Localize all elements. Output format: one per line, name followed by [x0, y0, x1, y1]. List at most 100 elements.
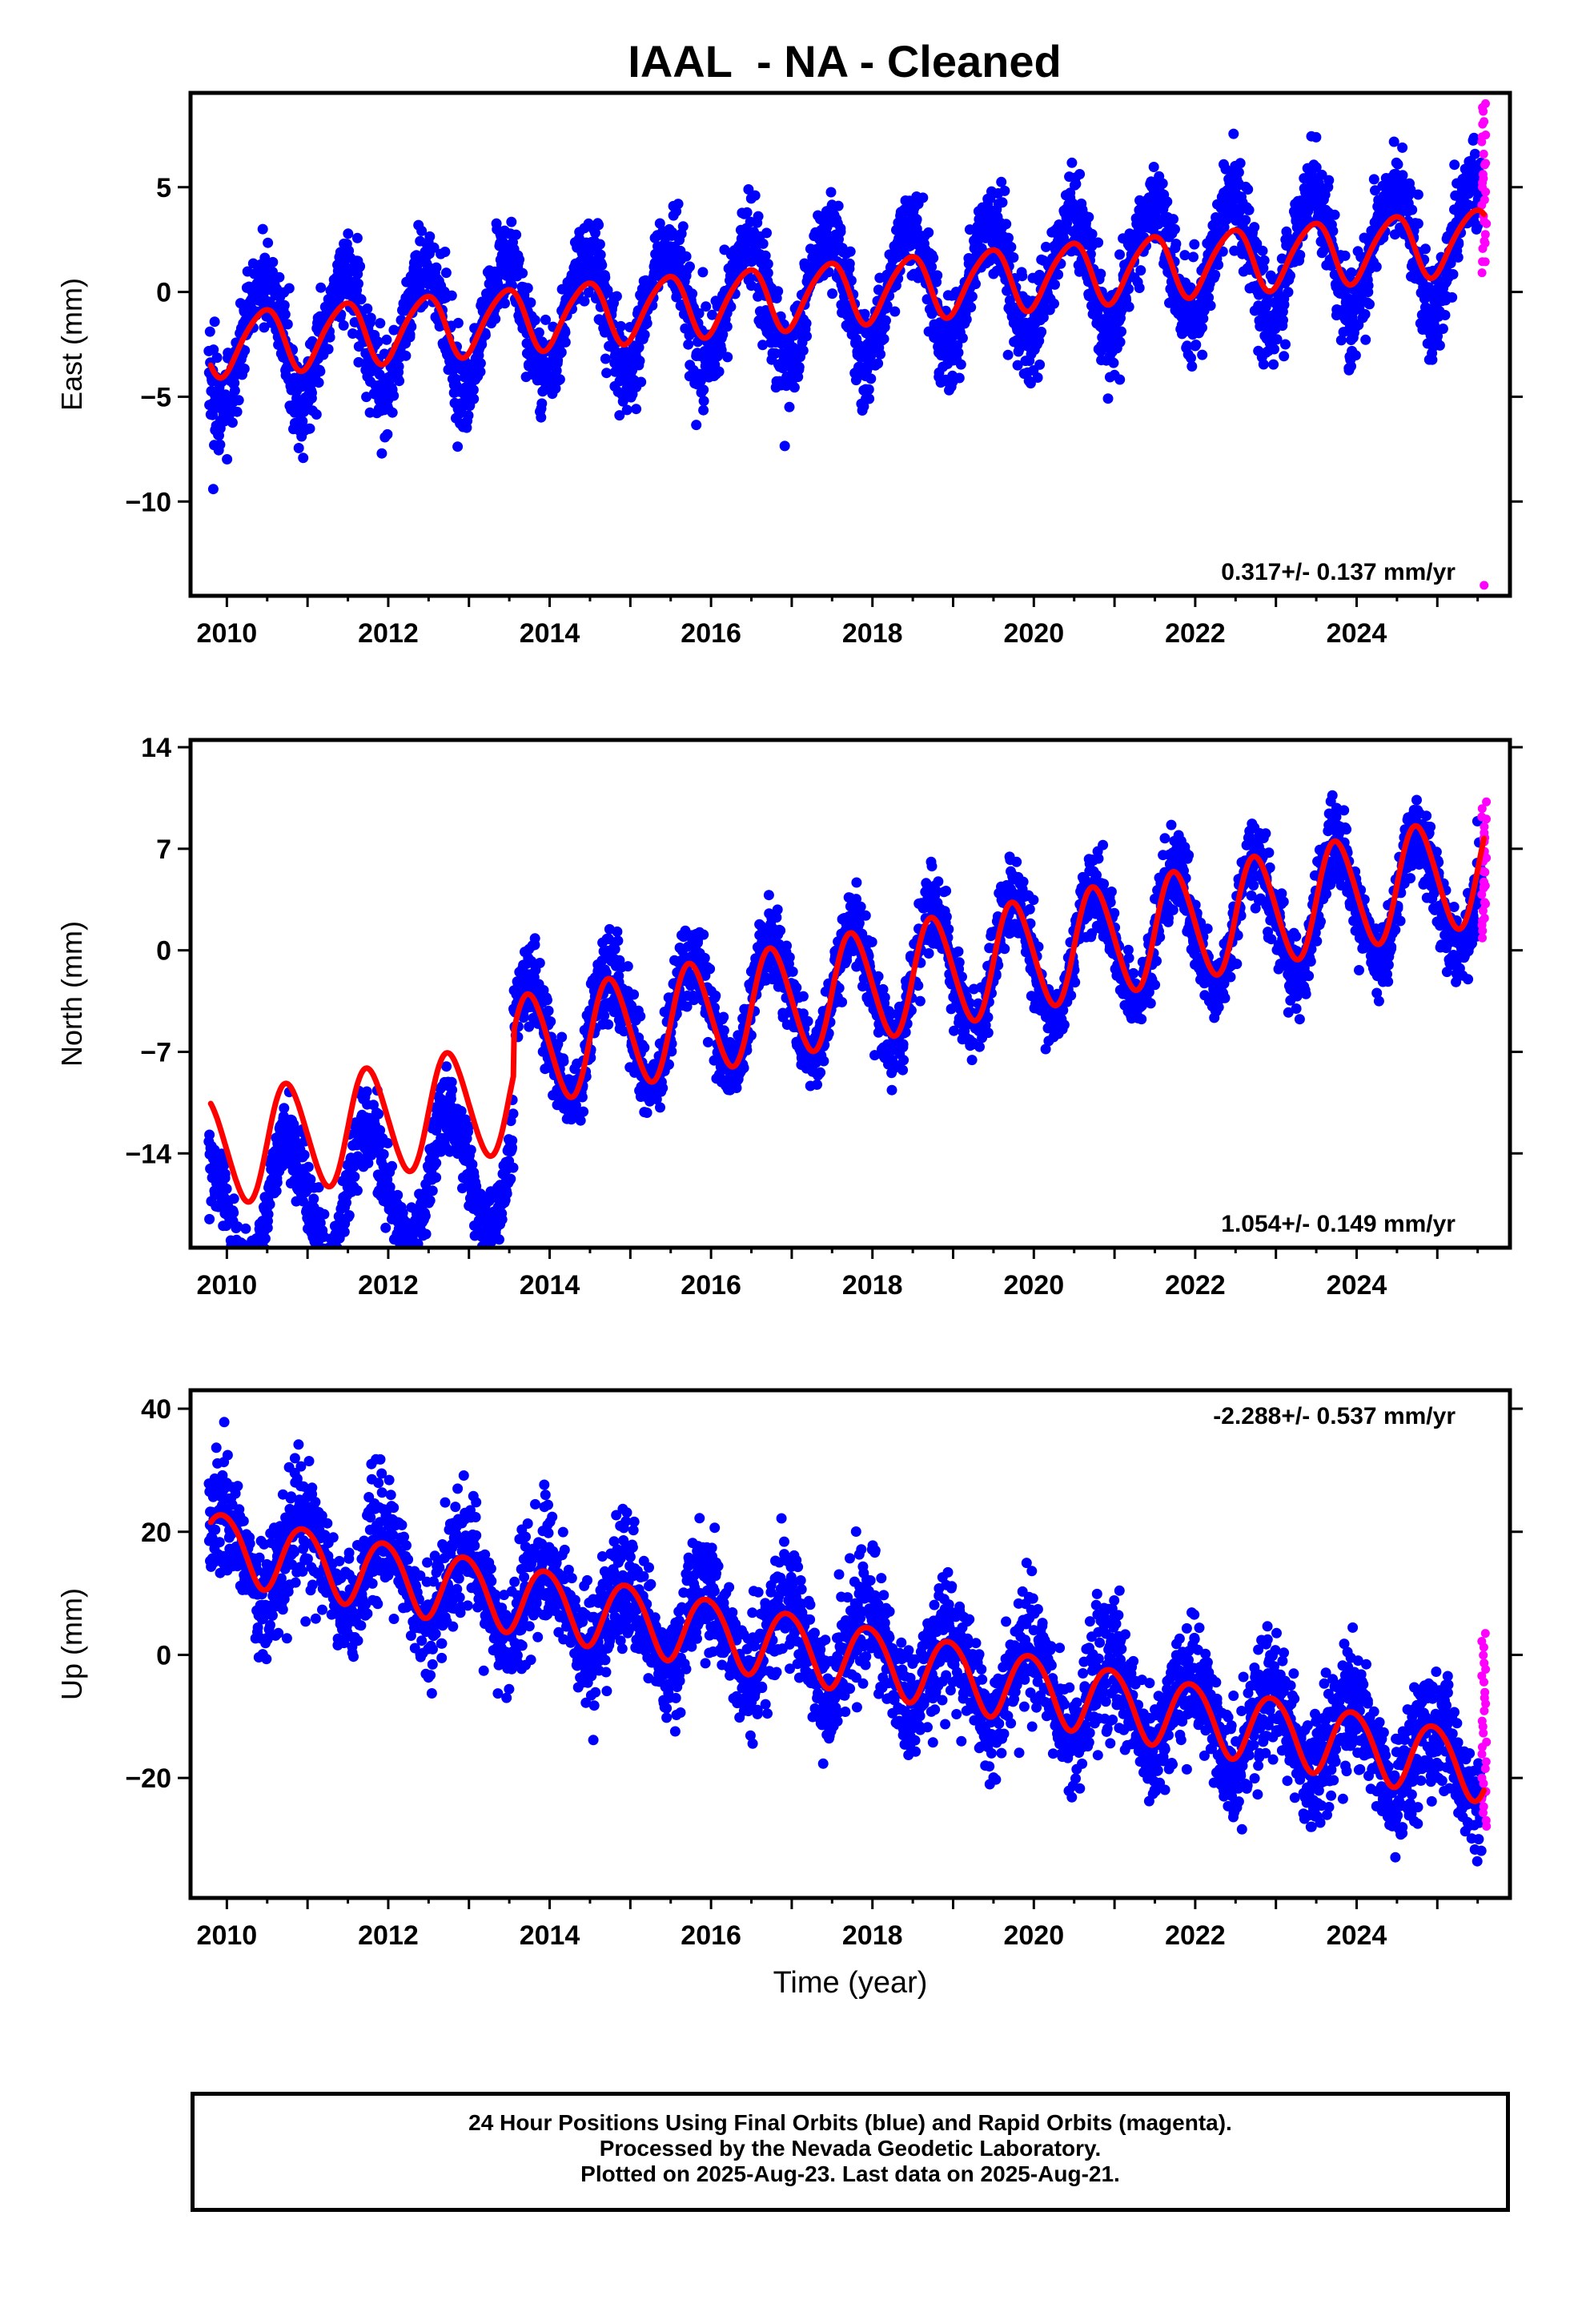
- data-point: [602, 285, 613, 296]
- data-point: [1108, 357, 1119, 368]
- data-point: [579, 296, 590, 307]
- data-point: [779, 440, 790, 452]
- plot-area: [203, 790, 1492, 1271]
- data-point: [1025, 378, 1036, 389]
- data-point: [315, 1255, 325, 1265]
- data-point: [229, 377, 240, 388]
- rapid-data-point: [1478, 103, 1488, 112]
- data-point: [560, 327, 571, 338]
- data-point: [373, 1108, 384, 1120]
- data-point: [681, 251, 692, 262]
- data-point: [1335, 335, 1347, 346]
- data-point: [1439, 310, 1451, 320]
- data-point: [698, 384, 709, 396]
- data-point: [701, 301, 712, 312]
- data-point: [525, 297, 536, 308]
- data-point: [283, 283, 295, 294]
- data-point: [543, 1005, 554, 1016]
- data-point: [873, 358, 884, 369]
- data-point: [966, 291, 978, 302]
- data-point: [1233, 167, 1244, 178]
- data-point: [1243, 184, 1254, 195]
- data-point: [404, 332, 416, 343]
- data-point: [293, 443, 304, 453]
- data-point: [353, 356, 364, 368]
- rapid-orbit-points: [1477, 99, 1492, 590]
- data-point: [1170, 239, 1182, 249]
- data-point: [468, 393, 480, 404]
- data-point: [691, 420, 702, 431]
- data-point: [440, 267, 452, 279]
- data-point: [1257, 245, 1268, 256]
- data-point: [749, 190, 761, 201]
- chart-title: IAAL - NA - Cleaned: [628, 36, 1062, 86]
- data-point: [325, 1250, 335, 1261]
- data-point: [259, 1233, 271, 1244]
- data-point: [881, 300, 893, 312]
- data-point: [1469, 148, 1480, 159]
- data-point: [253, 1257, 263, 1268]
- data-point: [323, 344, 334, 355]
- data-point: [298, 1196, 308, 1207]
- data-point: [420, 1210, 431, 1221]
- data-point: [590, 227, 600, 239]
- data-point: [801, 318, 812, 329]
- data-point: [801, 331, 812, 342]
- data-point: [1049, 298, 1059, 309]
- data-point: [382, 428, 393, 440]
- data-point: [505, 1173, 516, 1184]
- data-point: [1182, 340, 1193, 352]
- data-point: [1102, 393, 1114, 404]
- data-point: [1243, 204, 1255, 215]
- data-point: [825, 187, 837, 198]
- data-point: [271, 1185, 282, 1196]
- data-point: [698, 404, 709, 416]
- data-point: [693, 308, 705, 319]
- data-point: [363, 1157, 374, 1168]
- data-point: [227, 1255, 238, 1265]
- data-point: [576, 1092, 588, 1103]
- data-point: [325, 1254, 335, 1265]
- data-point: [677, 221, 689, 232]
- data-point: [859, 308, 870, 320]
- data-point: [713, 366, 725, 377]
- data-point: [1364, 299, 1375, 310]
- data-point: [594, 239, 605, 250]
- data-point: [321, 1259, 331, 1269]
- data-point: [248, 1254, 259, 1265]
- rapid-data-point: [1477, 268, 1487, 278]
- data-point: [1397, 142, 1408, 153]
- data-point: [211, 352, 223, 364]
- data-point: [1032, 372, 1043, 383]
- data-point: [560, 336, 571, 348]
- x-tick-label: 2024: [1327, 618, 1387, 649]
- data-point: [229, 385, 240, 396]
- data-point: [476, 339, 488, 350]
- data-point: [424, 231, 436, 242]
- data-point: [1271, 334, 1283, 345]
- data-point: [1249, 222, 1260, 233]
- y-tick-label: −5: [140, 382, 171, 412]
- data-point: [311, 1254, 321, 1265]
- data-point: [329, 1255, 339, 1265]
- plot-area: [203, 99, 1492, 590]
- data-point: [381, 334, 392, 345]
- data-point: [271, 1177, 283, 1188]
- data-point: [231, 1259, 241, 1269]
- data-point: [1407, 204, 1418, 215]
- data-point: [917, 192, 929, 203]
- x-tick-label: 2012: [358, 618, 419, 649]
- data-point: [1346, 267, 1357, 278]
- data-point: [494, 1234, 504, 1245]
- data-point: [323, 1261, 334, 1271]
- data-point: [757, 238, 769, 249]
- data-point: [1114, 336, 1126, 348]
- data-point: [228, 1207, 239, 1218]
- data-point: [279, 300, 290, 311]
- data-point: [313, 377, 324, 388]
- data-point: [324, 332, 335, 343]
- data-point: [716, 344, 727, 356]
- data-point: [1420, 243, 1431, 255]
- data-point: [299, 406, 309, 417]
- data-point: [1278, 315, 1288, 326]
